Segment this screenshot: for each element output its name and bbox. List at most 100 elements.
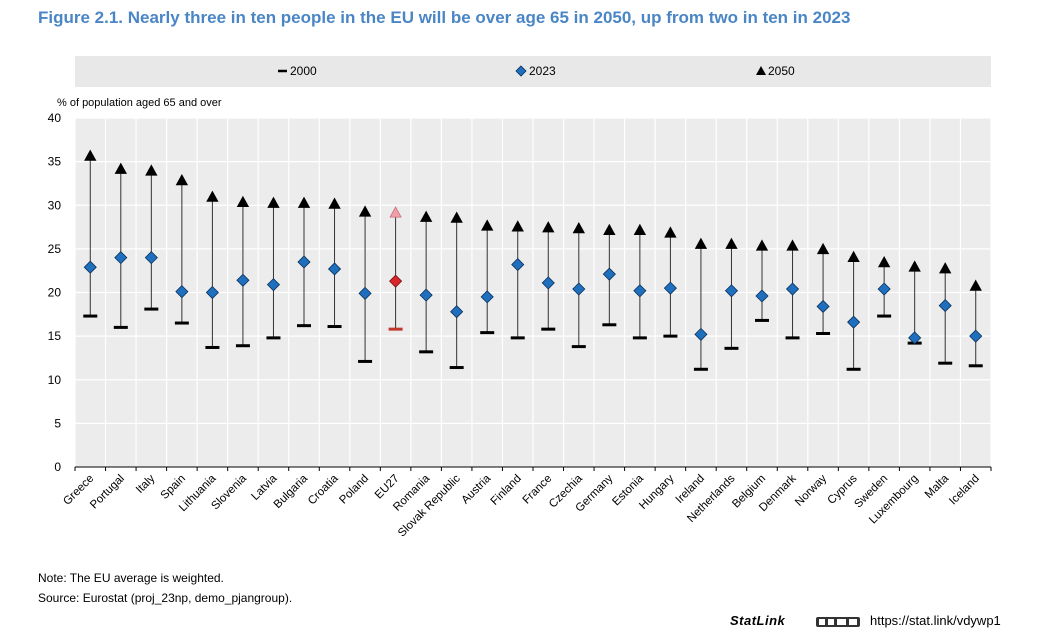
y-tick-label: 20 <box>48 286 62 300</box>
marker-2023 <box>908 331 922 345</box>
marker-2050 <box>267 196 280 208</box>
marker-2023 <box>266 278 281 292</box>
marker-2023 <box>83 260 97 274</box>
marker-2023 <box>663 281 677 295</box>
y-tick-label: 25 <box>48 242 62 256</box>
statlink-label: StatLink <box>730 613 786 628</box>
marker-2050 <box>358 205 372 217</box>
marker-2050 <box>206 190 219 202</box>
marker-2023 <box>327 262 342 276</box>
marker-2023 <box>480 290 494 304</box>
legend-background <box>75 56 991 87</box>
marker-2023 <box>144 251 158 265</box>
marker-2050 <box>603 223 616 235</box>
marker-2050 <box>939 262 952 274</box>
y-tick-label: 30 <box>48 198 62 212</box>
legend-marker-2050 <box>756 66 766 75</box>
x-tick-label: Portugal <box>88 473 127 512</box>
marker-2050 <box>145 164 158 176</box>
marker-2023 <box>694 327 708 341</box>
marker-2023 <box>755 289 769 303</box>
marker-2023 <box>633 284 647 298</box>
legend: 2000 2023 2050 <box>278 64 795 78</box>
marker-2050 <box>969 279 982 291</box>
marker-2023 <box>724 284 739 298</box>
statlink-url-link[interactable]: https://stat.link/vdywp1 <box>870 613 1001 628</box>
marker-2023 <box>938 299 952 313</box>
x-tick-label: Bulgaria <box>272 472 311 511</box>
y-tick-label: 5 <box>54 416 61 430</box>
marker-2023 <box>114 251 128 265</box>
y-tick-label: 35 <box>48 155 62 169</box>
marker-2050 <box>84 149 97 161</box>
x-tick-label: Malta <box>923 472 952 501</box>
y-tick-label: 0 <box>54 460 61 474</box>
marker-2050 <box>908 260 921 272</box>
marker-2023 <box>847 315 861 329</box>
legend-label-2050: 2050 <box>768 64 795 78</box>
marker-2050 <box>481 219 494 231</box>
y-tick-label: 10 <box>48 373 62 387</box>
marker-2023 <box>816 299 830 314</box>
marker-2050 <box>389 206 402 218</box>
marker-2050 <box>694 237 708 249</box>
legend-marker-2023 <box>515 65 527 77</box>
chart-note: Note: The EU average is weighted. <box>38 571 224 585</box>
marker-2050 <box>786 239 799 251</box>
marker-2023 <box>541 276 555 290</box>
marker-2023 <box>297 255 311 269</box>
marker-2050 <box>175 173 189 186</box>
x-tick-label: Poland <box>337 473 371 507</box>
chart-source: Source: Eurostat (proj_23np, demo_pjangr… <box>38 591 293 605</box>
gridlines <box>74 117 992 471</box>
x-tick-label: Finland <box>489 473 524 508</box>
figure-title: Figure 2.1. Nearly three in ten people i… <box>38 8 851 27</box>
marker-2050 <box>725 237 738 249</box>
marker-2050 <box>755 239 769 251</box>
marker-2023 <box>419 288 433 302</box>
legend-label-2000: 2000 <box>290 64 317 78</box>
marker-2023 <box>602 267 616 281</box>
marker-2050 <box>114 162 127 174</box>
legend-label-2023: 2023 <box>529 64 556 78</box>
marker-2023 <box>511 258 525 272</box>
y-tick-label: 15 <box>48 329 62 343</box>
marker-2050 <box>542 221 555 233</box>
x-tick-label: Iceland <box>947 473 982 508</box>
marker-2023 <box>450 305 464 319</box>
marker-2023 <box>175 285 189 299</box>
marker-2050 <box>664 226 677 238</box>
x-tick-label: Norway <box>793 472 829 508</box>
y-tick-label: 40 <box>48 111 62 125</box>
marker-2023 <box>389 274 403 288</box>
marker-2050 <box>633 223 647 235</box>
marker-2023 <box>877 282 891 296</box>
marker-2023 <box>205 285 219 300</box>
y-axis-label: % of population aged 65 and over <box>57 97 222 109</box>
x-tick-label: Croatia <box>306 472 341 507</box>
marker-2050 <box>328 197 341 209</box>
x-tick-label: Austria <box>460 472 494 506</box>
marker-2023 <box>785 282 800 296</box>
marker-2050 <box>572 221 585 234</box>
marker-2050 <box>297 196 311 208</box>
data-marks <box>83 149 983 371</box>
marker-2023 <box>572 282 586 296</box>
x-tick-label: Spain <box>159 473 188 502</box>
marker-2023 <box>358 286 372 300</box>
statlink-logo-icon <box>816 617 860 627</box>
marker-2050 <box>816 242 830 255</box>
x-tick-label: Italy <box>134 472 158 496</box>
marker-2050 <box>511 220 524 232</box>
marker-2050 <box>847 250 860 263</box>
x-tick-label: EU27 <box>373 473 402 502</box>
y-tick-labels: 0 5 10 15 20 25 30 35 40 <box>48 111 62 474</box>
marker-2050 <box>236 195 250 208</box>
marker-2023 <box>236 273 250 287</box>
marker-2050 <box>450 211 463 223</box>
marker-2023 <box>969 329 983 343</box>
marker-2050 <box>419 210 433 222</box>
marker-2050 <box>877 256 891 268</box>
